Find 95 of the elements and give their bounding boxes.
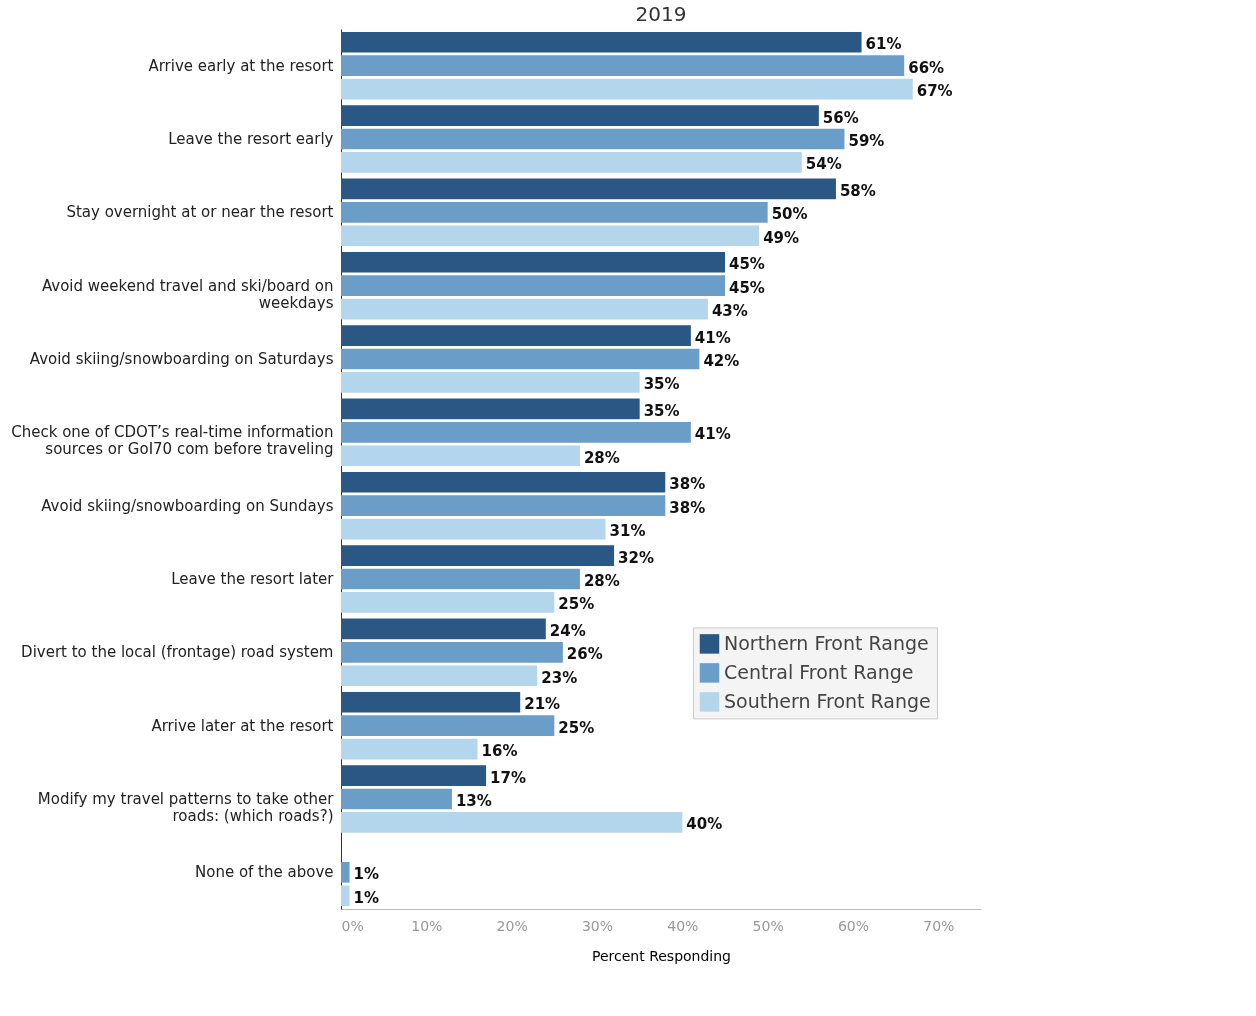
bar <box>341 665 538 687</box>
legend-label: Central Front Range <box>724 660 914 683</box>
legend-label: Northern Front Range <box>724 631 929 654</box>
y-tick-label: None of the above <box>194 863 334 882</box>
x-tick-label: 40% <box>667 917 699 934</box>
data-label: 38% <box>669 475 706 494</box>
data-label: 31% <box>609 522 646 541</box>
bar <box>341 445 580 467</box>
bar <box>341 225 760 247</box>
y-tick-label: Arrive early at the resort <box>148 56 334 75</box>
bar <box>341 78 913 100</box>
bar <box>341 202 768 223</box>
data-label: 1% <box>353 865 379 884</box>
data-label: 32% <box>618 548 654 567</box>
data-label: 28% <box>583 448 620 467</box>
y-tick-label: Divert to the local (frontage) road system <box>21 643 334 662</box>
x-tick-label: 30% <box>581 917 614 934</box>
data-label: 43% <box>711 302 748 321</box>
bar <box>341 885 350 907</box>
y-tick-label: Leave the resort early <box>168 130 334 148</box>
y-tick-label: Stay overnight at or near the resort <box>66 203 334 222</box>
data-label: 54% <box>805 155 842 174</box>
bar <box>341 518 606 540</box>
x-tick-label: 50% <box>752 917 784 934</box>
bar <box>341 812 683 833</box>
data-label: 61% <box>865 35 902 54</box>
bar <box>341 862 350 883</box>
data-label: 24% <box>549 621 586 640</box>
bar <box>341 251 725 273</box>
bar <box>341 715 555 736</box>
data-label: 58% <box>839 181 876 200</box>
bar <box>341 55 905 76</box>
x-tick-label: 60% <box>837 917 870 934</box>
data-label: 28% <box>583 572 620 590</box>
data-label: 49% <box>763 228 800 247</box>
bar <box>341 618 546 640</box>
data-label: 67% <box>916 82 953 101</box>
bar <box>341 398 640 420</box>
data-label: 1% <box>353 888 379 907</box>
y-tick-label: Avoid weekend travel and ski/board on weekdays <box>41 276 334 312</box>
bar <box>341 152 802 173</box>
bar <box>341 325 691 346</box>
bar <box>341 178 836 200</box>
bar <box>341 788 452 810</box>
bar <box>341 495 666 516</box>
y-tick-label: Modify my travel patterns to take other roads: (which roads?) <box>37 790 335 825</box>
bar <box>341 422 691 443</box>
x-axis-title: Percent Responding <box>592 947 731 964</box>
data-label: 13% <box>455 792 492 810</box>
data-label: 25% <box>558 595 595 614</box>
data-label: 35% <box>643 375 680 394</box>
legend-label: Southern Front Range <box>724 689 931 712</box>
y-tick-label: Leave the resort later <box>171 570 335 588</box>
data-label: 26% <box>566 645 603 664</box>
bar <box>341 298 708 320</box>
data-label: 21% <box>524 695 561 714</box>
data-label: 41% <box>694 425 731 444</box>
bar <box>341 372 640 393</box>
data-label: 25% <box>558 718 595 737</box>
x-tick-label: 10% <box>411 917 443 934</box>
bar <box>341 275 725 296</box>
bar <box>341 471 666 493</box>
y-tick-label: Avoid skiing/snowboarding on Sundays <box>41 496 334 515</box>
bar <box>341 545 615 566</box>
data-label: 45% <box>729 278 765 297</box>
x-tick-label: 70% <box>923 917 955 934</box>
data-label: 59% <box>848 132 885 150</box>
data-label: 66% <box>908 58 945 77</box>
bar <box>341 765 487 786</box>
data-label: 17% <box>490 768 526 787</box>
y-tick-label: Avoid skiing/snowboarding on Saturdays <box>29 350 334 368</box>
data-label: 56% <box>822 108 859 127</box>
data-label: 50% <box>771 205 808 224</box>
bar <box>341 691 521 713</box>
data-label: 42% <box>703 352 740 370</box>
data-label: 38% <box>669 498 706 517</box>
bar <box>341 738 478 760</box>
x-tick-label: 20% <box>496 917 528 934</box>
bar <box>341 128 845 150</box>
y-tick-label: Check one of CDOT’s real-time information sources or GoI70 com before traveling <box>11 423 334 459</box>
bar <box>341 105 819 126</box>
x-tick-label: 0% <box>341 917 364 934</box>
data-label: 41% <box>694 328 731 347</box>
bar <box>341 568 580 590</box>
bar <box>341 642 563 663</box>
data-label: 45% <box>729 255 765 274</box>
data-label: 23% <box>541 668 578 687</box>
bar <box>341 31 862 53</box>
data-label: 16% <box>481 742 518 761</box>
data-label: 40% <box>686 815 723 834</box>
bar <box>341 592 555 613</box>
data-label: 35% <box>643 401 680 420</box>
y-tick-label: Arrive later at the resort <box>151 716 334 735</box>
bar <box>341 348 700 370</box>
chart-title: 2019 <box>635 2 687 26</box>
